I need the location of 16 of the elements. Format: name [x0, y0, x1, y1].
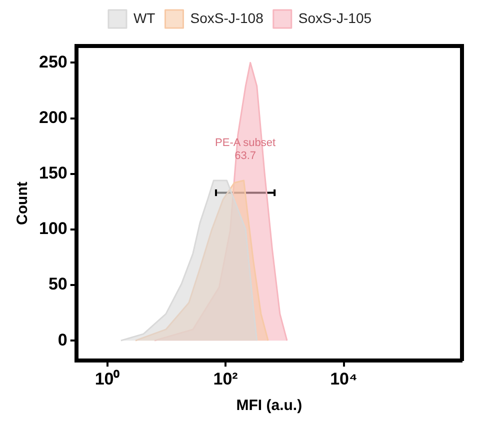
legend-label: SoxS-J-108 [190, 10, 264, 26]
y-axis-title: Count [14, 182, 32, 225]
x-tick-label: 10⁰ [94, 369, 120, 388]
y-tick-label: 200 [38, 108, 68, 127]
x-tick-label: 10² [213, 369, 238, 388]
x-axis-title: MFI (a.u.) [236, 397, 302, 414]
y-tick-label: 250 [38, 52, 68, 72]
annotation: PE-A subset [215, 136, 276, 149]
y-tick-label: 100 [38, 219, 68, 238]
y-tick-label: 0 [58, 330, 68, 350]
annotation: 63.7 [234, 150, 256, 162]
legend-label: SoxS-J-105 [298, 10, 372, 26]
y-tick-label: 150 [38, 164, 68, 183]
x-tick-label: 10⁴ [330, 369, 358, 388]
y-tick-label: 50 [48, 274, 68, 294]
legend-label: WT [133, 10, 156, 26]
